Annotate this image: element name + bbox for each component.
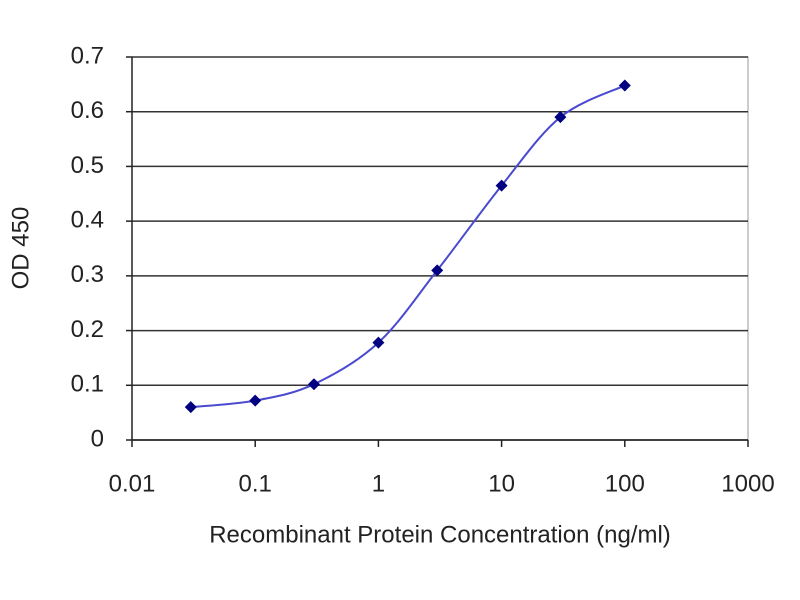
x-tick-label: 0.01 bbox=[109, 470, 156, 497]
y-tick-label: 0.3 bbox=[71, 261, 104, 288]
y-tick-label: 0.4 bbox=[71, 206, 104, 233]
x-tick-label: 1000 bbox=[721, 470, 774, 497]
point bbox=[184, 401, 197, 414]
y-tick-label: 0.1 bbox=[71, 371, 104, 398]
fit-curve bbox=[190, 84, 626, 409]
y-tick-label: 0.5 bbox=[71, 152, 104, 179]
x-tick-label: 10 bbox=[488, 470, 515, 497]
x-tick-label: 100 bbox=[605, 470, 645, 497]
plot-frame bbox=[131, 56, 749, 441]
point bbox=[307, 378, 320, 391]
point bbox=[431, 264, 444, 277]
y-tick-label: 0.2 bbox=[71, 316, 104, 343]
y-axis-label: OD 450 bbox=[7, 207, 34, 290]
point bbox=[372, 336, 385, 349]
y-tick-label: 0.7 bbox=[71, 42, 104, 69]
x-tick-label: 0.1 bbox=[239, 470, 272, 497]
x-axis-label: Recombinant Protein Concentration (ng/ml… bbox=[209, 521, 671, 548]
point bbox=[618, 79, 631, 92]
point bbox=[554, 111, 567, 124]
point bbox=[495, 179, 508, 192]
point bbox=[249, 394, 262, 407]
y-tick-label: 0.6 bbox=[71, 97, 104, 124]
y-tick-label: 0 bbox=[91, 425, 104, 452]
x-tick-label: 1 bbox=[372, 470, 385, 497]
